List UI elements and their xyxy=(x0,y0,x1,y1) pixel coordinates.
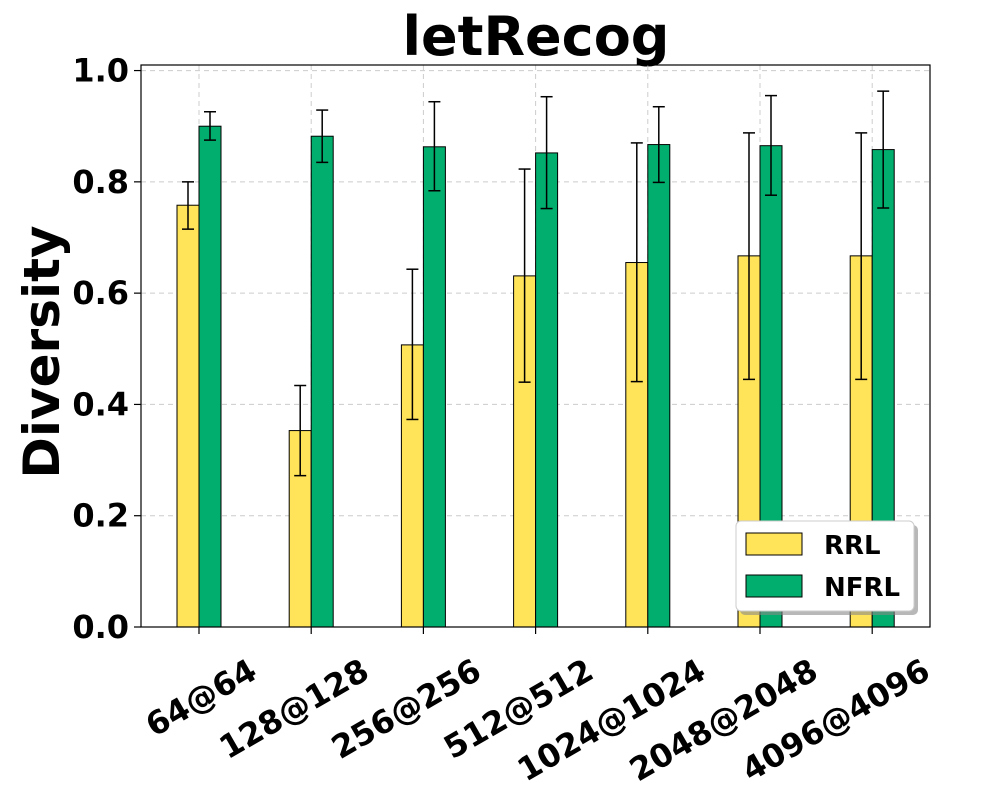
x-tick-label: 1024@1024 xyxy=(511,651,712,789)
error-bars xyxy=(182,90,890,477)
y-axis-ticks: 0.0 0.2 0.4 0.6 0.8 1.0 xyxy=(72,52,141,646)
bar-rrl xyxy=(176,204,200,628)
legend-swatch-nfrl xyxy=(745,574,803,598)
y-tick-label: 0.4 xyxy=(72,385,129,423)
x-axis-ticks: 64@64128@128256@256512@5121024@10242048@… xyxy=(139,627,936,789)
bars xyxy=(176,125,895,628)
y-axis-label: Diversity xyxy=(13,225,71,478)
x-tick-label: 2048@2048 xyxy=(623,651,824,789)
y-tick-label: 0.0 xyxy=(72,608,129,646)
y-tick-label: 0.8 xyxy=(72,163,129,201)
legend: RRL NFRL xyxy=(735,520,918,615)
y-tick-label: 0.6 xyxy=(72,274,129,312)
bar-nfrl xyxy=(647,144,671,628)
bar-nfrl xyxy=(535,152,559,628)
y-tick-label: 1.0 xyxy=(72,52,129,90)
legend-label-nfrl: NFRL xyxy=(824,573,900,603)
bar-nfrl xyxy=(310,135,334,628)
x-tick-label: 4096@4096 xyxy=(735,651,936,789)
bar-nfrl xyxy=(422,146,446,628)
legend-label-rrl: RRL xyxy=(824,531,881,561)
chart-title: letRecog xyxy=(403,5,670,68)
legend-swatch-rrl xyxy=(745,532,803,556)
bar-nfrl xyxy=(198,125,222,628)
y-tick-label: 0.2 xyxy=(72,497,129,535)
